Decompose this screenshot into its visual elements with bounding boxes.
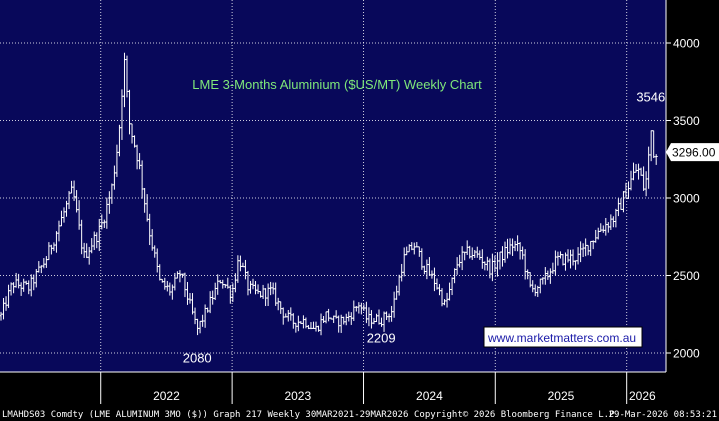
y-tick-label: 2500: [673, 269, 700, 283]
last-price-tag-shape: [666, 143, 719, 162]
x-year-label: 2025: [548, 389, 575, 403]
plot-area: [0, 0, 666, 372]
footer-source: LMAHDS03 Comdty (LME ALUMINUM 3MO ($)) G…: [2, 410, 408, 420]
footer-copyright: Copyright© 2026 Bloomberg Finance L.P.: [414, 410, 620, 420]
x-year-label: 2026: [629, 389, 656, 403]
website-box[interactable]: www.marketmatters.com.au: [483, 326, 643, 348]
annotation-label: 2209: [367, 331, 396, 346]
last-price-tag: 3296.00: [666, 143, 719, 162]
x-year-label: 2023: [284, 389, 311, 403]
footer-timestamp: 29-Mar-2026 08:53:21: [609, 410, 717, 420]
annotation-label: 2080: [183, 351, 212, 366]
y-axis-ticks: 2000 2500 3000 3500 4000: [666, 37, 700, 361]
x-year-label: 2024: [416, 389, 443, 403]
last-price-label: 3296.00: [672, 146, 716, 160]
y-tick-label: 2000: [673, 347, 700, 361]
y-tick-label: 3000: [673, 192, 700, 206]
x-axis-labels: 2022 2023 2024 2025 2026: [100, 372, 656, 404]
y-tick-label: 3500: [673, 114, 700, 128]
y-tick-label: 4000: [673, 37, 700, 51]
ohlc-bars: [0, 52, 658, 336]
website-link[interactable]: www.marketmatters.com.au: [487, 331, 636, 345]
annotation-label: 3546: [636, 89, 665, 104]
chart-title: LME 3-Months Aluminium ($US/MT) Weekly C…: [192, 77, 482, 92]
website-box-bg: [483, 326, 643, 348]
annotations: 3546 2080 2209: [183, 89, 666, 365]
x-year-label: 2022: [153, 389, 180, 403]
